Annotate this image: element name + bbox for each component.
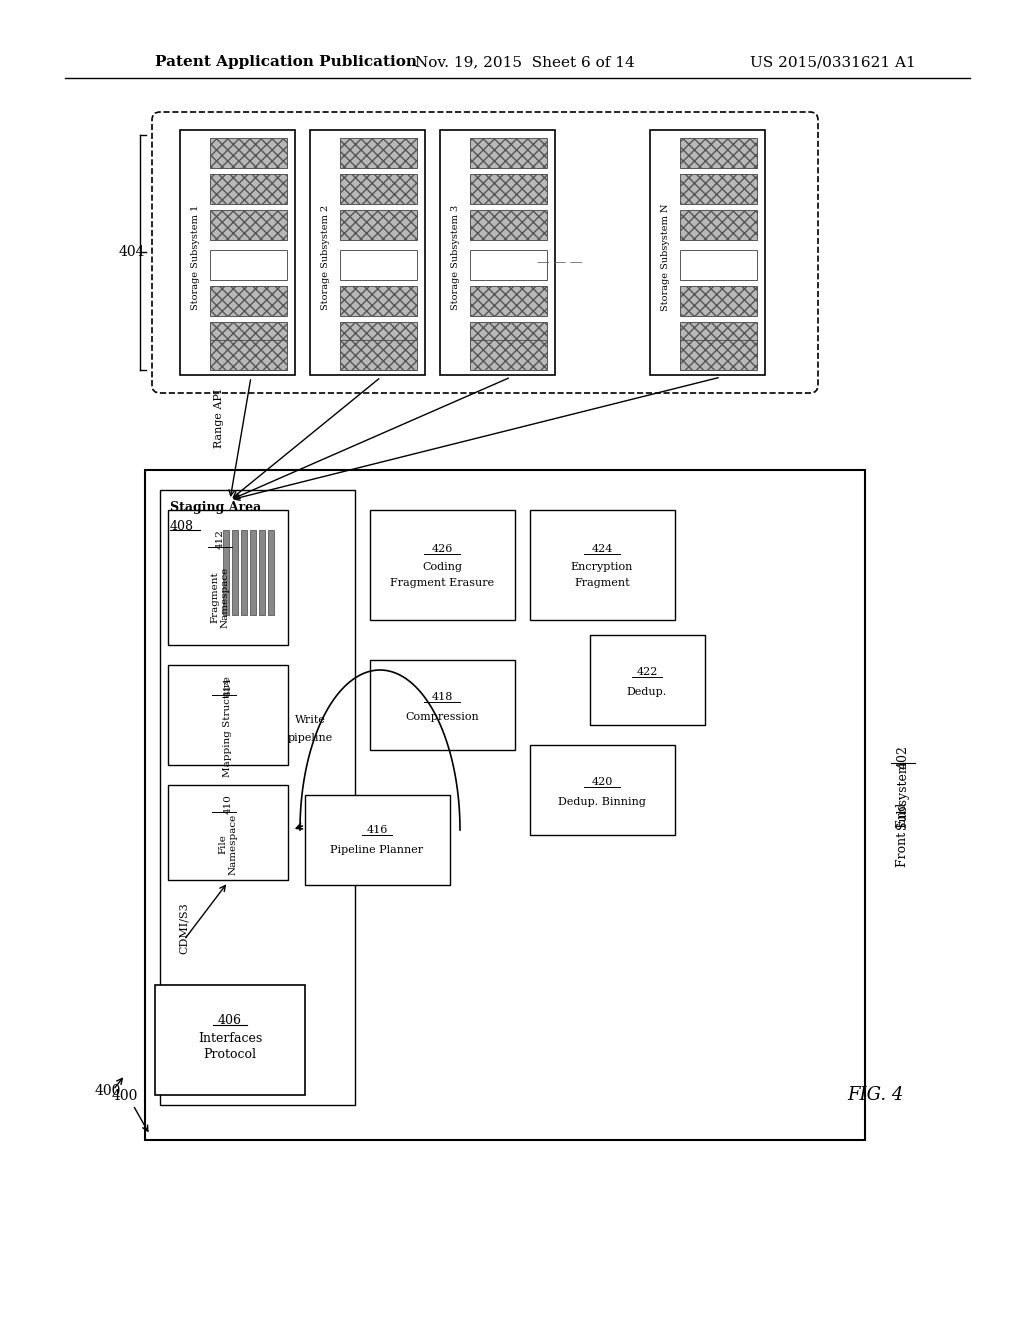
Text: Storage Subsystem 3: Storage Subsystem 3 (452, 205, 461, 310)
Text: 412: 412 (215, 529, 224, 549)
Text: 410: 410 (223, 795, 232, 814)
Text: Pipeline Planner: Pipeline Planner (331, 845, 424, 855)
Bar (470, 341, 547, 370)
Bar (210, 210, 287, 240)
Text: Dedup.: Dedup. (627, 686, 667, 697)
Bar (340, 210, 417, 240)
Bar (340, 341, 417, 370)
Bar (210, 341, 287, 370)
Text: Patent Application Publication: Patent Application Publication (155, 55, 417, 69)
Text: Subsystem: Subsystem (896, 760, 909, 829)
Bar (210, 174, 287, 205)
Bar (680, 322, 757, 352)
Text: 400: 400 (95, 1084, 121, 1098)
Bar (340, 286, 417, 315)
Bar (250, 531, 256, 615)
Text: Storage Subsystem N: Storage Subsystem N (662, 203, 671, 310)
Bar (305, 795, 450, 884)
Bar (470, 322, 547, 352)
Bar (470, 249, 547, 280)
Text: Protocol: Protocol (204, 1048, 256, 1060)
Text: Mapping Structure: Mapping Structure (223, 677, 232, 777)
Bar (340, 249, 417, 280)
Bar (590, 635, 705, 725)
Bar (145, 470, 865, 1140)
Text: Encryption: Encryption (570, 562, 633, 572)
Text: Storage Subsystem 2: Storage Subsystem 2 (322, 205, 331, 310)
Bar (223, 531, 229, 615)
Bar (241, 531, 247, 615)
Bar (268, 531, 274, 615)
Text: 400: 400 (112, 1089, 138, 1104)
Text: 414: 414 (223, 677, 232, 697)
Bar (680, 341, 757, 370)
Text: 422: 422 (636, 667, 657, 677)
Text: Compression: Compression (406, 711, 479, 722)
Bar (310, 129, 425, 375)
Bar (155, 985, 305, 1096)
Text: CDMI/S3: CDMI/S3 (179, 902, 189, 954)
Text: US 2015/0331621 A1: US 2015/0331621 A1 (750, 55, 915, 69)
Bar (680, 139, 757, 168)
Text: File
Namespace: File Namespace (218, 813, 238, 875)
Text: 418: 418 (431, 692, 453, 702)
Text: 426: 426 (431, 544, 453, 554)
Bar (470, 174, 547, 205)
Text: Staging Area: Staging Area (170, 502, 261, 515)
Text: Storage Subsystem 1: Storage Subsystem 1 (191, 205, 201, 310)
Bar (530, 510, 675, 620)
Bar (340, 139, 417, 168)
Text: Dedup. Binning: Dedup. Binning (558, 797, 646, 807)
Bar (440, 129, 555, 375)
Bar (210, 286, 287, 315)
Text: — — —: — — — (538, 256, 583, 268)
Bar (180, 129, 295, 375)
Text: Fragment
Namespace: Fragment Namespace (210, 566, 229, 627)
Text: Nov. 19, 2015  Sheet 6 of 14: Nov. 19, 2015 Sheet 6 of 14 (415, 55, 635, 69)
Bar (210, 249, 287, 280)
Text: 406: 406 (218, 1014, 242, 1027)
Bar (160, 490, 355, 1105)
Bar (340, 322, 417, 352)
Text: Write: Write (295, 715, 326, 725)
Bar (680, 210, 757, 240)
Text: 408: 408 (170, 520, 194, 532)
Bar (340, 174, 417, 205)
Bar (370, 510, 515, 620)
Bar (259, 531, 265, 615)
Bar (210, 139, 287, 168)
Text: Range API: Range API (214, 388, 224, 447)
Bar (680, 174, 757, 205)
Text: Front End: Front End (896, 803, 909, 867)
Bar (168, 785, 288, 880)
Bar (168, 665, 288, 766)
FancyBboxPatch shape (152, 112, 818, 393)
Text: 424: 424 (591, 544, 612, 554)
Text: Fragment: Fragment (574, 578, 630, 587)
Bar (210, 322, 287, 352)
Text: Coding: Coding (422, 562, 462, 572)
Text: pipeline: pipeline (288, 733, 333, 743)
Bar (370, 660, 515, 750)
Bar (470, 286, 547, 315)
Bar (168, 510, 288, 645)
Text: 402: 402 (896, 744, 909, 770)
Bar (530, 744, 675, 836)
Bar (232, 531, 238, 615)
Text: 420: 420 (591, 777, 612, 787)
Text: 416: 416 (367, 825, 388, 836)
Text: Interfaces: Interfaces (198, 1031, 262, 1044)
Bar (680, 249, 757, 280)
Bar (680, 286, 757, 315)
Text: 404: 404 (119, 246, 145, 259)
Bar (470, 210, 547, 240)
Bar (470, 139, 547, 168)
Text: FIG. 4: FIG. 4 (847, 1086, 903, 1104)
Bar (650, 129, 765, 375)
Text: Fragment Erasure: Fragment Erasure (390, 578, 494, 587)
